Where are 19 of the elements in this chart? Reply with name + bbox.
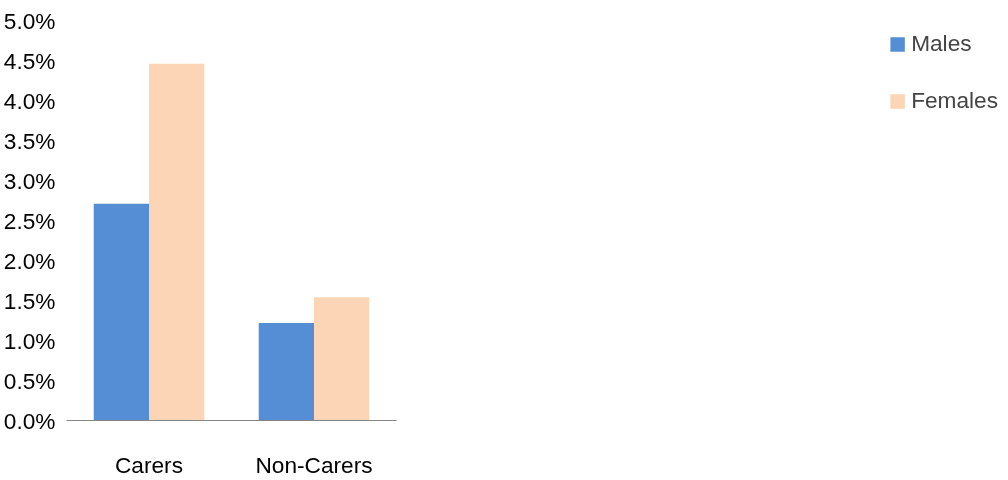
x-tick-label: Non-Carers	[255, 451, 373, 478]
legend-label: Females	[911, 87, 998, 114]
y-tick-label: 4.5%	[3, 47, 56, 74]
bar	[258, 322, 314, 421]
bar	[149, 63, 205, 421]
legend-label: Males	[911, 30, 972, 57]
x-tick-label: Carers	[115, 451, 183, 478]
y-tick-label: 4.0%	[3, 87, 56, 114]
bar	[93, 203, 149, 421]
y-tick-label: 5.0%	[3, 7, 56, 34]
y-tick-label: 1.5%	[3, 287, 56, 314]
y-tick-label: 1.0%	[3, 327, 56, 354]
y-tick-label: 3.5%	[3, 127, 56, 154]
y-tick-label: 2.0%	[3, 247, 56, 274]
y-tick-label: 0.5%	[3, 367, 56, 394]
y-tick-label: 2.5%	[3, 207, 56, 234]
y-tick-label: 3.0%	[3, 167, 56, 194]
y-tick-label: 0.0%	[3, 407, 56, 434]
bar	[314, 297, 370, 421]
